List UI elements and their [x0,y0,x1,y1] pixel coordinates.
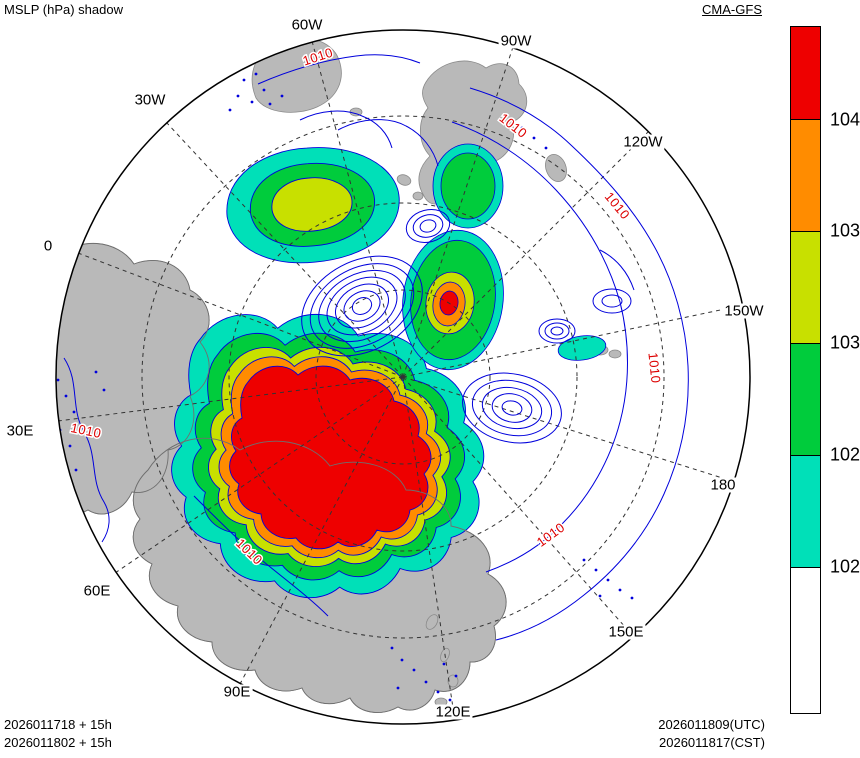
colorbar-tick-1035: 1035 [830,220,860,241]
init-time-line2: 2026011802 + 15h [4,735,112,750]
low-center-pacific [462,372,562,444]
isobar-contours [63,54,689,641]
colorbar-segment-below-bottom [791,568,820,713]
longitude-label-150e: 150E [606,623,646,641]
longitude-label-90e: 90E [221,683,253,701]
longitude-label-120w: 120W [621,133,665,151]
valid-time-utc: 2026011809(UTC) [658,717,765,732]
colorbar [790,26,821,714]
longitude-label-60w: 60W [289,16,325,34]
low-center-arctic [301,255,423,357]
longitude-label-120e: 120E [433,703,473,721]
contour-label: 1010 [645,352,663,384]
colorbar-segment [791,232,820,344]
init-time-line1: 2026011718 + 15h [4,717,112,732]
longitude-label-60e: 60E [81,582,113,600]
colorbar-tick-1040: 1040 [830,109,860,130]
colorbar-segment [791,344,820,456]
longitude-label-150w: 150W [722,302,766,320]
longitude-label-30w: 30W [132,91,168,109]
colorbar-tick-1025: 1025 [830,444,860,465]
pressure-shading-small-patches [432,143,607,361]
longitude-label-90w: 90W [498,32,534,50]
graticule [57,40,745,722]
map-boundary-circle [55,29,751,725]
model-name: CMA-GFS [702,2,762,17]
colorbar-tick-1020: 1020 [830,556,860,577]
longitude-label-0: 0 [41,237,55,255]
colorbar-segment [791,456,820,568]
longitude-label-30e: 30E [4,422,36,440]
colorbar-segment-above-top [791,27,820,120]
longitude-label-180: 180 [708,476,738,494]
colorbar-tick-1030: 1030 [830,332,860,353]
colorbar-segment [791,120,820,232]
valid-time-cst: 2026011817(CST) [659,735,765,750]
small-closed-contours [405,209,632,344]
page-title: MSLP (hPa) shadow [4,2,123,17]
